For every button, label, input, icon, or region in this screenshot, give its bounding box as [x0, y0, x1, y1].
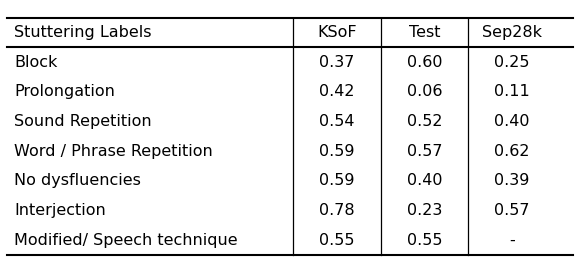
- Text: -: -: [509, 233, 515, 248]
- Text: No dysfluencies: No dysfluencies: [14, 173, 141, 188]
- Text: Sound Repetition: Sound Repetition: [14, 114, 151, 129]
- Text: 0.40: 0.40: [407, 173, 442, 188]
- Text: 0.06: 0.06: [407, 84, 442, 99]
- Text: KSoF: KSoF: [317, 25, 357, 40]
- Text: 0.37: 0.37: [319, 55, 354, 70]
- Text: 0.54: 0.54: [319, 114, 354, 129]
- Text: Block: Block: [14, 55, 57, 70]
- Text: Test: Test: [409, 25, 440, 40]
- Text: 0.78: 0.78: [319, 203, 354, 218]
- Text: 0.57: 0.57: [494, 203, 530, 218]
- Text: 0.11: 0.11: [494, 84, 530, 99]
- Text: Modified/ Speech technique: Modified/ Speech technique: [14, 233, 238, 248]
- Text: Interjection: Interjection: [14, 203, 106, 218]
- Text: 0.40: 0.40: [494, 114, 530, 129]
- Text: 0.59: 0.59: [319, 173, 354, 188]
- Text: 0.59: 0.59: [319, 144, 354, 159]
- Text: 0.57: 0.57: [407, 144, 442, 159]
- Text: 0.62: 0.62: [494, 144, 530, 159]
- Text: 0.42: 0.42: [319, 84, 354, 99]
- Text: Prolongation: Prolongation: [14, 84, 115, 99]
- Text: 0.25: 0.25: [494, 55, 530, 70]
- Text: 0.52: 0.52: [407, 114, 442, 129]
- Text: 0.23: 0.23: [407, 203, 442, 218]
- Text: 0.60: 0.60: [407, 55, 442, 70]
- Text: Sep28k: Sep28k: [482, 25, 542, 40]
- Text: Word / Phrase Repetition: Word / Phrase Repetition: [14, 144, 213, 159]
- Text: Stuttering Labels: Stuttering Labels: [14, 25, 151, 40]
- Text: 0.55: 0.55: [407, 233, 442, 248]
- Text: 0.55: 0.55: [319, 233, 354, 248]
- Text: 0.39: 0.39: [495, 173, 530, 188]
